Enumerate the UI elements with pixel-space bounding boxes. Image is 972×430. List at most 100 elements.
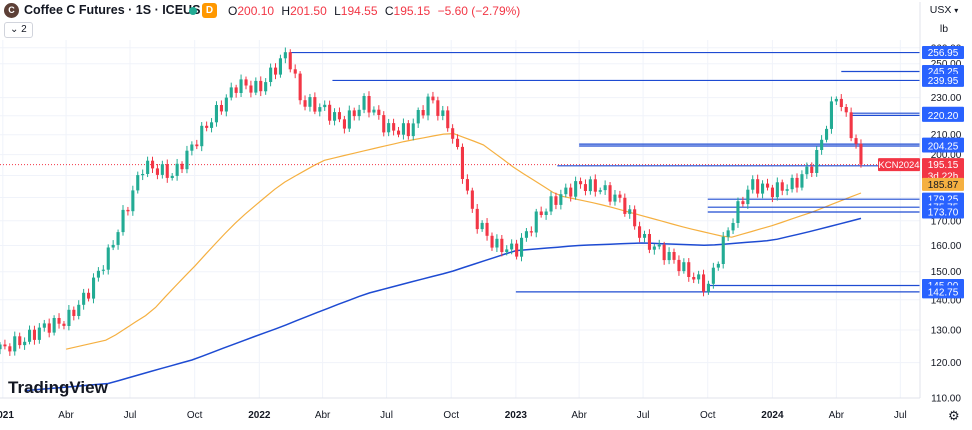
- candle-body: [854, 138, 858, 144]
- currency-selector[interactable]: USX ▾: [927, 3, 961, 17]
- candle-body: [42, 323, 46, 328]
- candle-body: [377, 109, 381, 115]
- candle-body: [121, 209, 125, 233]
- chart-settings-gear-icon[interactable]: ⚙: [948, 408, 960, 423]
- candle-body: [372, 109, 376, 113]
- candles: [0, 47, 863, 356]
- chevron-down-icon: ▾: [954, 6, 959, 15]
- candle-body: [170, 175, 174, 178]
- candle-body: [638, 226, 642, 238]
- candle-body: [859, 143, 863, 165]
- candle-body: [524, 231, 528, 238]
- candle-body: [18, 336, 22, 346]
- candle-body: [500, 238, 504, 252]
- candle-body: [406, 123, 410, 137]
- candle-body: [667, 252, 671, 261]
- candle-body: [761, 183, 765, 194]
- unit-label[interactable]: lb: [939, 23, 949, 35]
- ma-value-badge: [922, 177, 964, 191]
- candle-body: [411, 123, 415, 137]
- indicators-collapse-button[interactable]: ⌄ 2: [4, 22, 33, 38]
- candle-body: [775, 182, 779, 198]
- candle-body: [244, 79, 248, 86]
- candle-body: [588, 179, 592, 192]
- candle-body: [47, 323, 51, 333]
- candle-body: [32, 329, 36, 340]
- price-axis: 110.00 120.00 130.00 140.00 150.00 160.00 170.…: [878, 2, 964, 405]
- candle-body: [766, 183, 770, 188]
- candle-body: [785, 189, 789, 191]
- candle-body: [72, 309, 76, 316]
- candle-body: [274, 67, 278, 75]
- candle-body: [155, 168, 159, 175]
- candle-body: [278, 58, 282, 75]
- ticker-badge: [878, 158, 920, 172]
- candle-body: [682, 262, 686, 272]
- level-price-badge: [922, 205, 964, 219]
- candle-body: [834, 98, 838, 102]
- market-status-icon[interactable]: [189, 7, 197, 15]
- level-price-label: 245.25: [928, 67, 959, 78]
- close-label: C: [384, 4, 394, 18]
- price-tick-label: 200.00: [931, 150, 962, 161]
- symbol-title[interactable]: Coffee C Futures · 1S · ICEUS: [24, 3, 201, 17]
- candle-body: [470, 190, 474, 209]
- candle-body: [337, 112, 341, 120]
- candle-body: [475, 208, 479, 230]
- candle-body: [8, 346, 12, 352]
- candle-body: [190, 144, 194, 151]
- candle-body: [210, 122, 214, 128]
- candle-body: [736, 201, 740, 223]
- level-price-badge: [922, 73, 964, 87]
- candle-body: [618, 194, 622, 198]
- price-tick-label: 170.00: [931, 216, 962, 227]
- time-tick-label: Jul: [380, 410, 393, 421]
- open-value: 200.10: [237, 4, 275, 18]
- price-tick-label: 150.00: [931, 267, 962, 278]
- candle-body: [460, 146, 464, 179]
- level-price-label: 179.25: [928, 195, 959, 206]
- candle-body: [844, 107, 848, 113]
- high-label: H: [281, 4, 291, 18]
- level-price-label: 142.75: [928, 287, 959, 298]
- candle-body: [431, 96, 435, 101]
- candle-body: [13, 336, 17, 352]
- candle-body: [224, 97, 228, 112]
- candle-body: [229, 87, 233, 98]
- price-tick-label: 230.00: [931, 93, 962, 104]
- candle-body: [421, 110, 425, 116]
- bar-countdown-label: 3d 22h: [928, 172, 959, 183]
- candle-body: [559, 194, 563, 205]
- delayed-data-badge[interactable]: D: [202, 3, 217, 18]
- candle-body: [401, 123, 405, 135]
- candle-body: [136, 175, 140, 191]
- candle-body: [185, 150, 189, 170]
- candle-body: [721, 236, 725, 264]
- candle-body: [146, 160, 150, 174]
- candle-body: [687, 262, 691, 277]
- time-tick-label: Abr: [571, 410, 587, 421]
- candle-body: [77, 304, 81, 316]
- candle-body: [746, 189, 750, 205]
- candle-body: [416, 110, 420, 124]
- candle-body: [598, 190, 602, 192]
- moving-averages: [24, 132, 862, 392]
- candle-body: [593, 179, 597, 192]
- candle-body: [23, 341, 27, 346]
- grid-layer: [0, 40, 920, 399]
- symbol-logo-icon[interactable]: C: [4, 3, 19, 18]
- candle-body: [288, 52, 292, 70]
- candle-body: [200, 125, 204, 147]
- candle-body: [367, 96, 371, 113]
- candle-body: [293, 69, 297, 74]
- candle-body: [820, 139, 824, 150]
- candle-body: [101, 269, 105, 271]
- candle-body: [795, 177, 799, 188]
- candle-body: [490, 235, 494, 248]
- candle-body: [485, 222, 489, 236]
- candle-body: [352, 110, 356, 117]
- candle-body: [702, 274, 706, 292]
- level-price-badge: [922, 46, 964, 60]
- candle-body: [160, 164, 164, 175]
